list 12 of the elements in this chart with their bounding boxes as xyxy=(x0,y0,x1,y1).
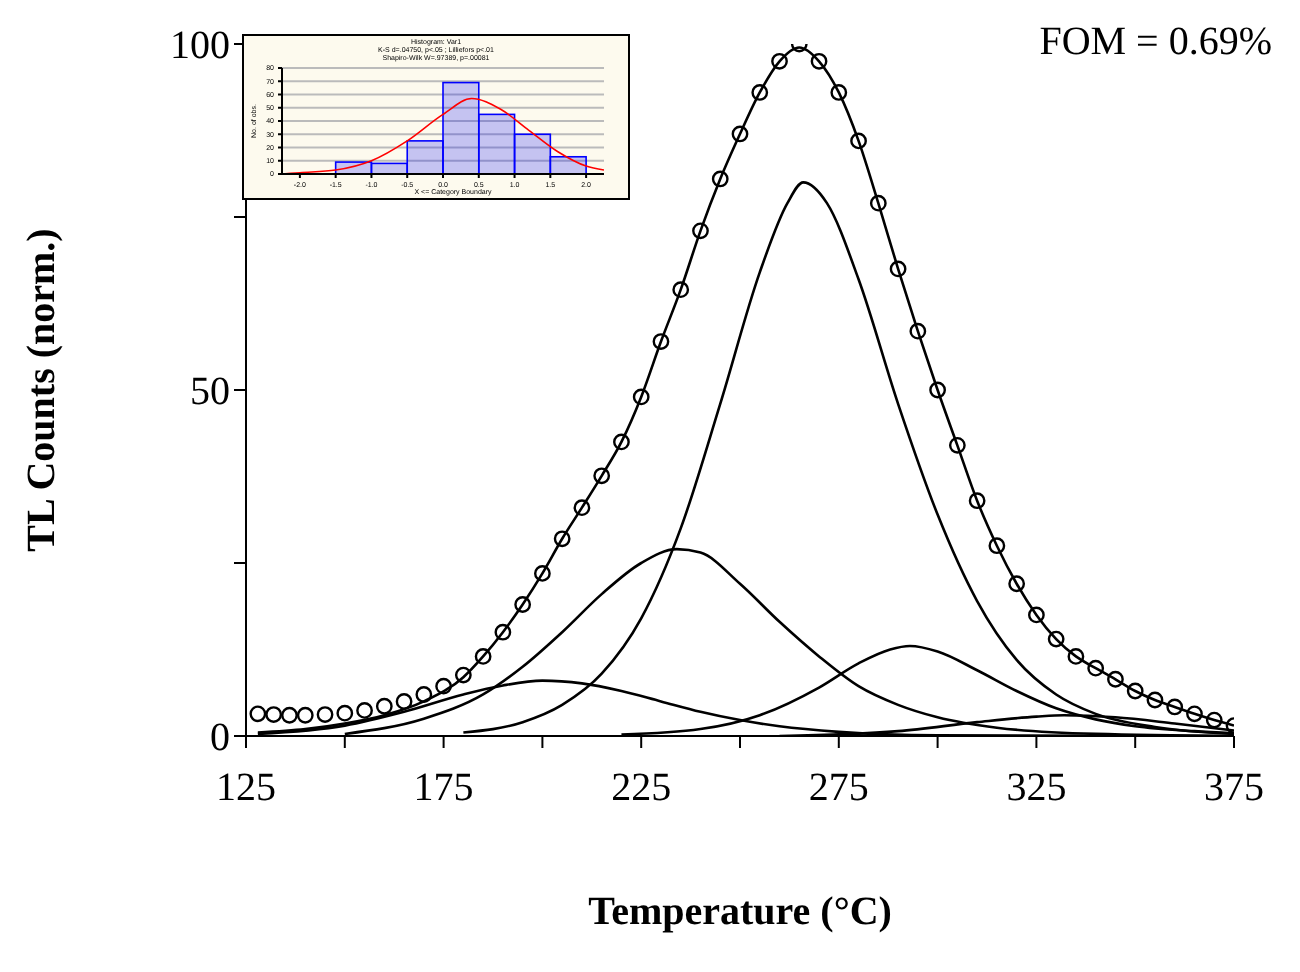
y-tick-label: 50 xyxy=(190,370,230,415)
y-tick-label: 100 xyxy=(170,24,230,69)
x-tick-label: 275 xyxy=(808,766,869,811)
y-axis-title: TL Counts (norm.) xyxy=(20,228,65,552)
x-tick-label: 325 xyxy=(1006,766,1067,811)
y-tick-label: 0 xyxy=(210,716,230,761)
annotation: FOM = 0.69% xyxy=(1039,20,1272,66)
x-axis-title: Temperature (°C) xyxy=(588,890,892,934)
x-tick-label: 375 xyxy=(1204,766,1264,811)
x-tick-label: 225 xyxy=(611,766,672,811)
x-tick-label: 125 xyxy=(216,766,276,811)
x-tick-label: 175 xyxy=(413,766,474,811)
